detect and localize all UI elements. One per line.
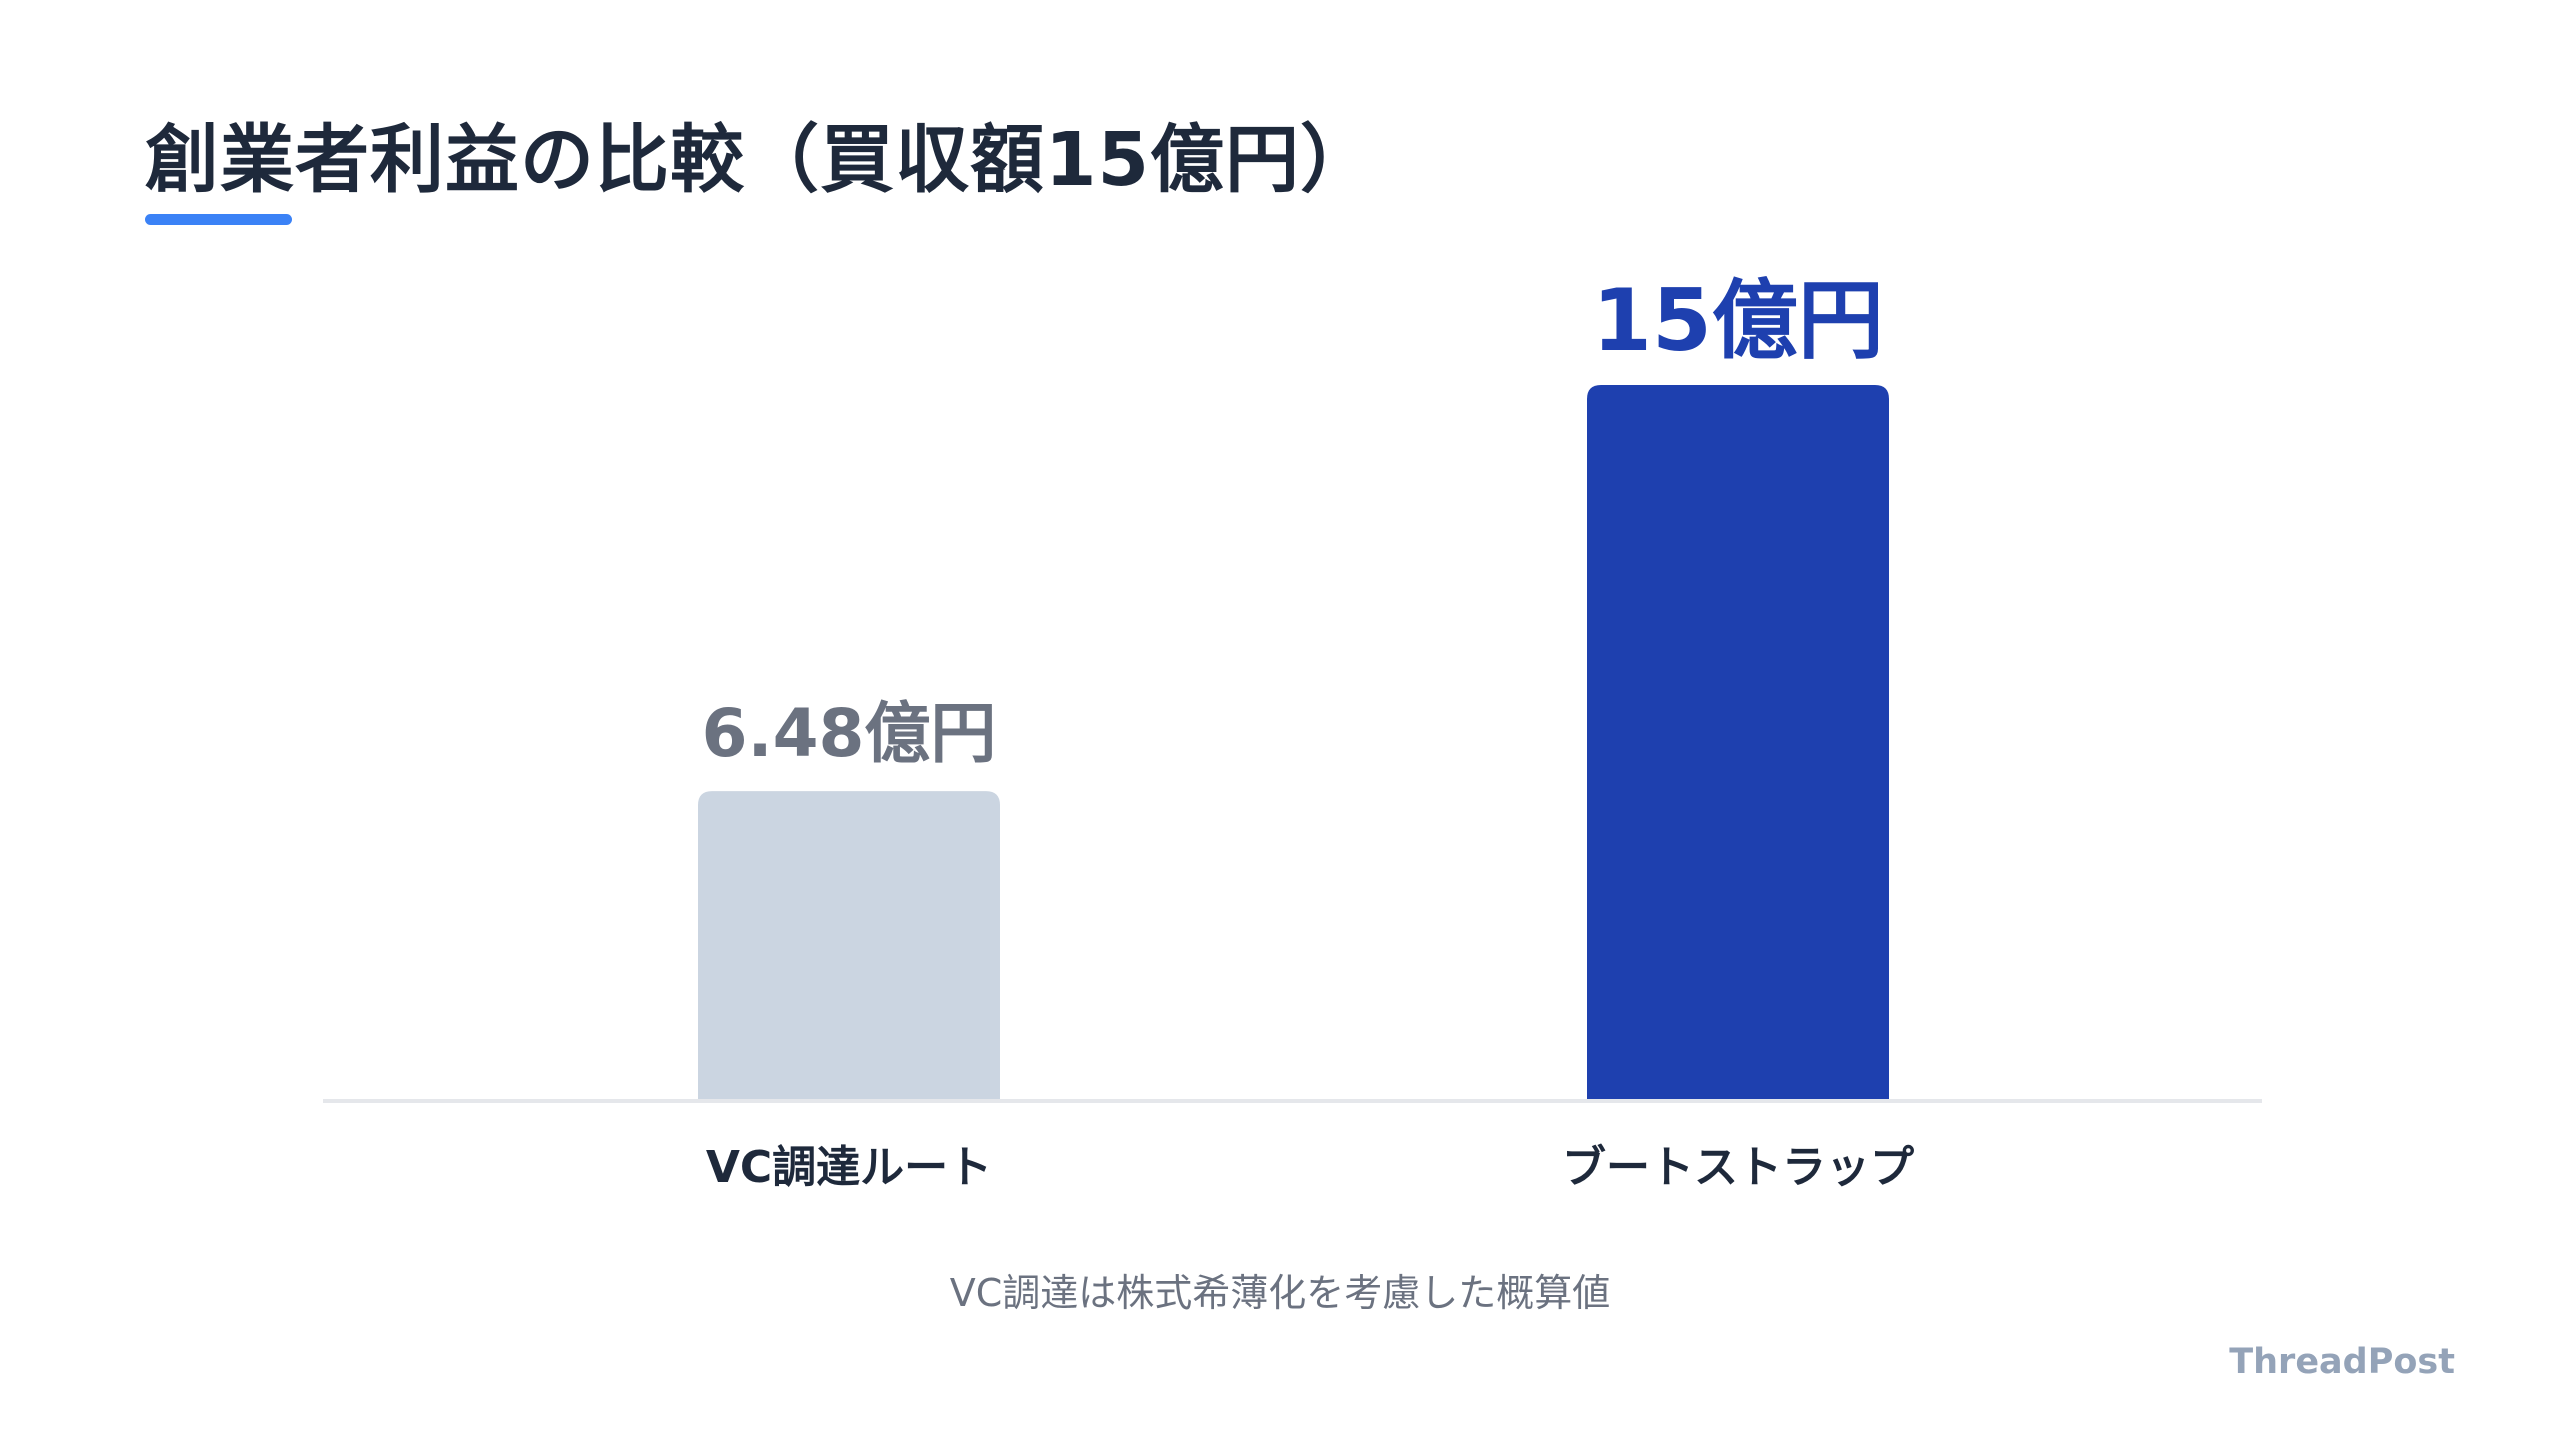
category-label-2: ブートストラップ <box>1562 1142 1914 1193</box>
category-label-1: VC調達ルート <box>706 1142 992 1193</box>
title-accent-underline <box>145 214 292 225</box>
bar-2 <box>1587 385 1889 1100</box>
bar-value-label-1: 6.48億円 <box>702 695 997 772</box>
chart-title: 創業者利益の比較（買収額15億円） <box>145 117 1375 203</box>
bar-1 <box>698 791 1000 1100</box>
footnote: VC調達は株式希薄化を考慮した概算値 <box>949 1271 1611 1315</box>
brand-logo: ThreadPost <box>2229 1342 2455 1382</box>
bar-value-label-2: 15億円 <box>1592 271 1884 371</box>
